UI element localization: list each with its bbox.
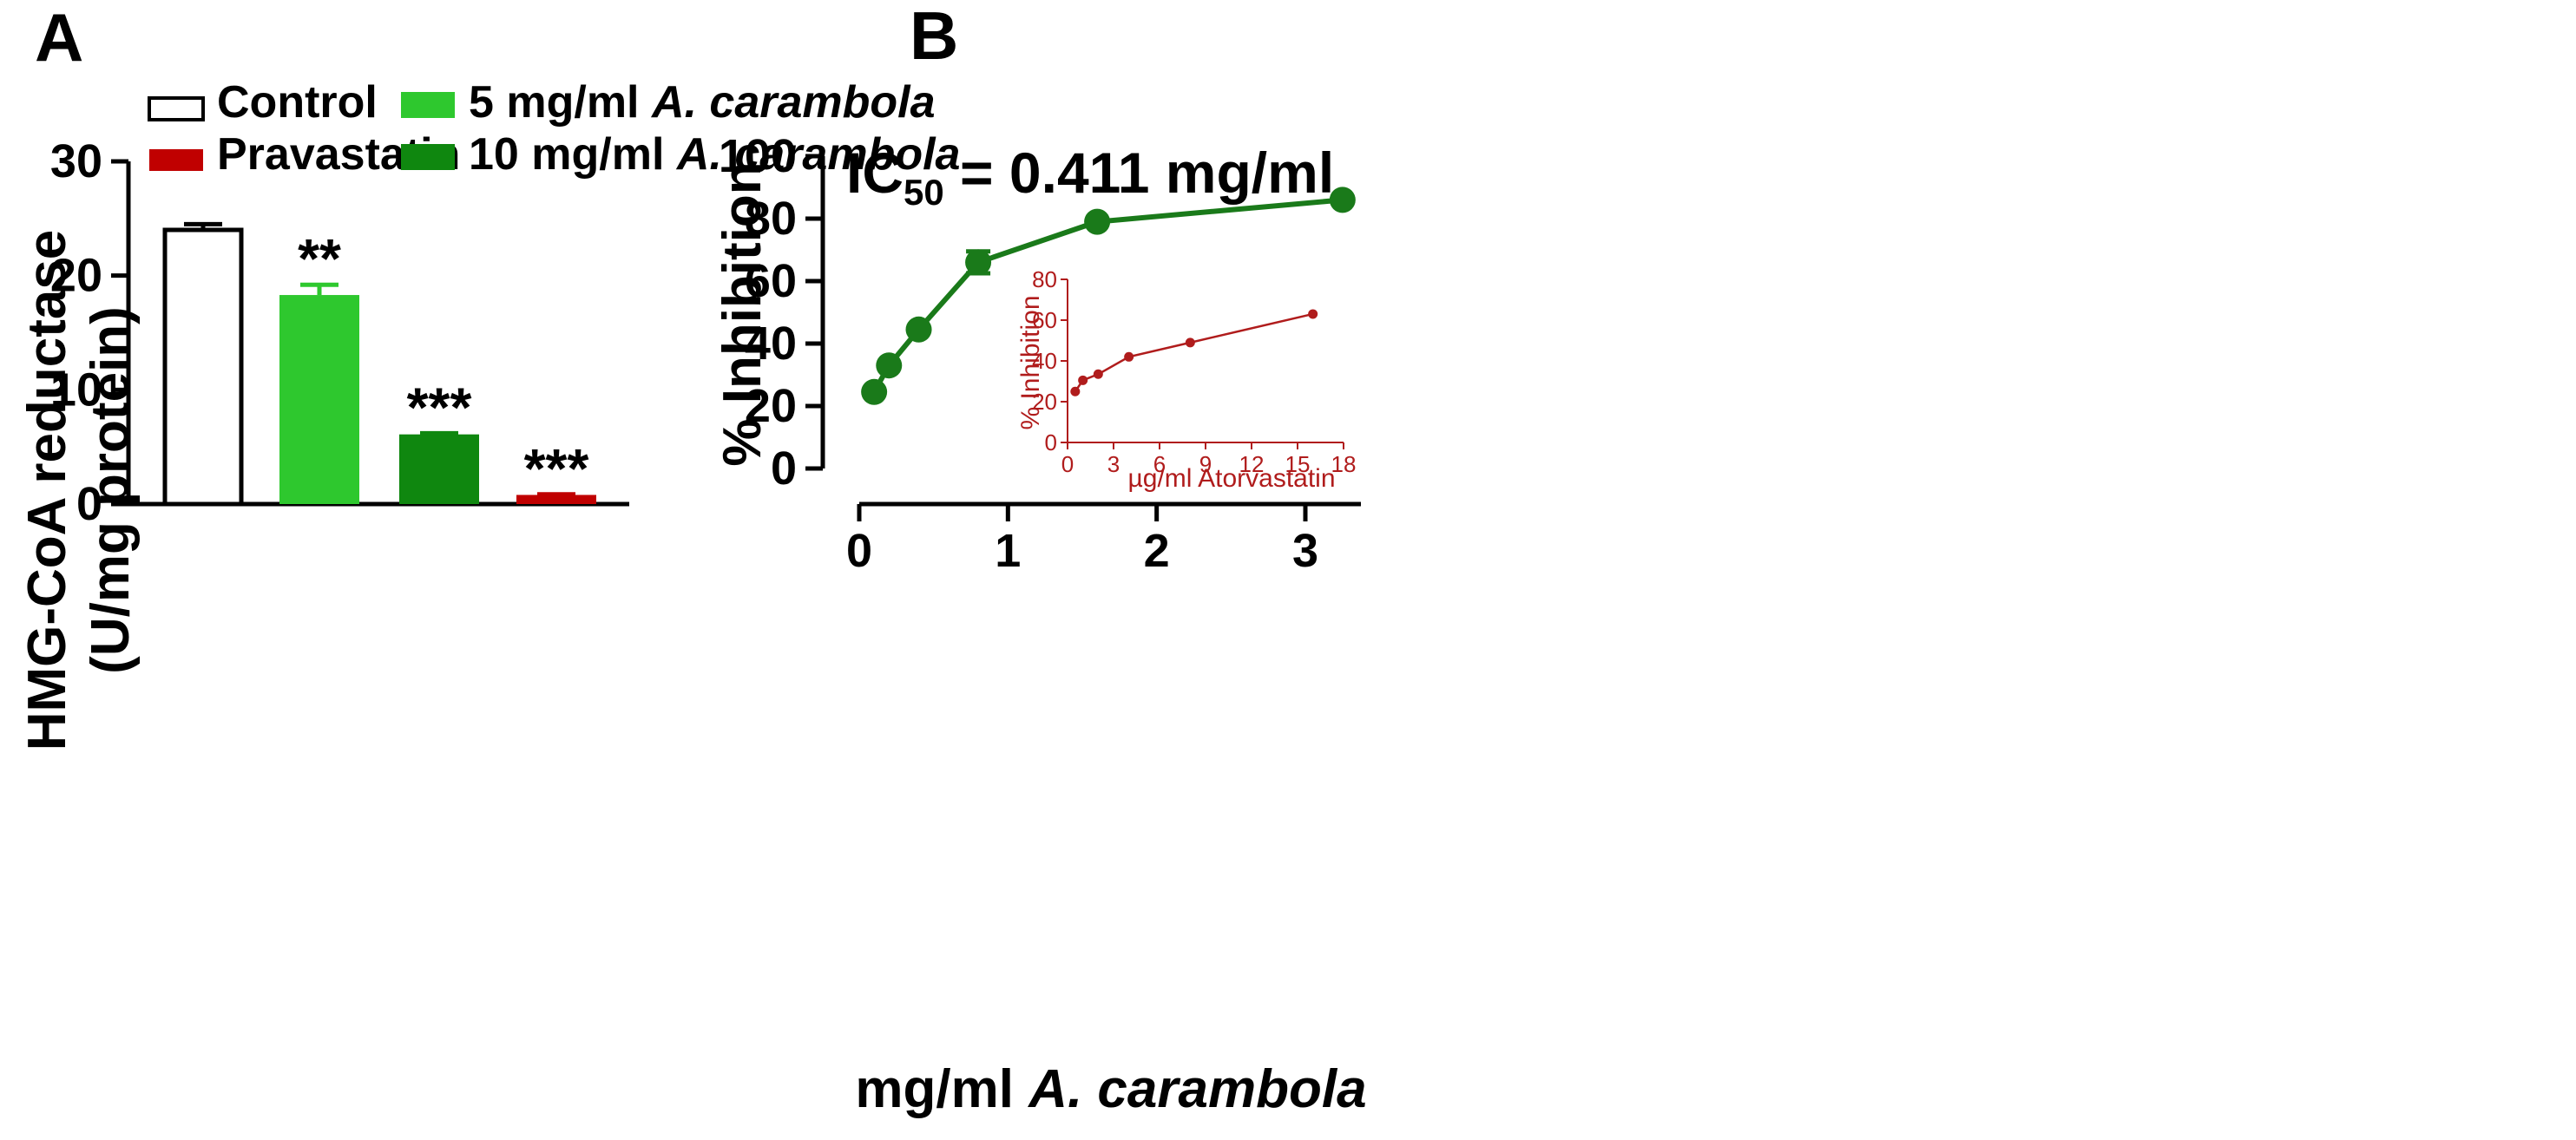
inset-x-tick-label: 15: [1285, 451, 1311, 477]
panel-label-a: A: [35, 0, 83, 75]
line-chart: IC50 = 0.411 mg/ml % Inhibition mg/ml A.…: [713, 130, 1367, 1119]
x-tick-label: 1: [995, 525, 1021, 577]
y-tick-label: 0: [771, 442, 797, 495]
inset-data-point: [1124, 351, 1134, 362]
inset-y-tick-label: 0: [1045, 429, 1057, 455]
inset-x-tick-label: 12: [1239, 451, 1265, 477]
inset-series-line-path: [1074, 312, 1313, 392]
inset-data-point: [1308, 309, 1318, 319]
x-tick-label: 3: [1292, 525, 1318, 577]
inset-y-tick-label: 40: [1032, 348, 1057, 374]
legend-label-10mg: 10 mg/ml A. carambola: [469, 129, 960, 180]
series-line-path: [871, 197, 1344, 394]
y-tick-label: 10: [50, 364, 102, 416]
inset-y-tick-label: 60: [1032, 307, 1057, 333]
inset-x-tick-label: 6: [1153, 451, 1166, 477]
x-tick-label: 0: [846, 525, 872, 577]
inset-data-point: [1093, 369, 1103, 379]
legend-label-5mg-prefix: 5 mg/ml: [469, 77, 652, 128]
inset-axes: 0 20 40 60 80 0 3 6 9 12 15 18: [1032, 266, 1356, 477]
y-tick-label: 0: [76, 478, 102, 530]
legend-swatch-5mg: [401, 92, 455, 118]
ic50-prefix: IC: [846, 141, 904, 205]
legend-label-5mg: 5 mg/ml A. carambola: [469, 77, 936, 128]
legend-swatch-pravastatin: [149, 149, 203, 171]
y-tick-label: 20: [745, 380, 797, 432]
x-axis-title-species: A. carambola: [1027, 1059, 1366, 1119]
y-axis-title-line1: HMG-CoA reductase: [17, 230, 77, 751]
legend-swatch-control: [148, 96, 205, 121]
bar: [516, 495, 596, 504]
inset-data-point: [1070, 386, 1081, 396]
ic50-value: = 0.411 mg/ml: [944, 141, 1334, 205]
inset-y-axis-title: % Inhibition: [1016, 295, 1045, 429]
legend: Control Pravastatin 5 mg/ml A. carambola…: [148, 77, 960, 180]
significance-label: ***: [524, 437, 589, 500]
ic50-subscript: 50: [904, 172, 944, 213]
data-point: [1329, 187, 1356, 213]
y-tick-label: 60: [745, 255, 797, 307]
x-tick-label: 2: [1144, 525, 1170, 577]
inset-x-tick-label: 0: [1061, 451, 1074, 477]
data-point: [876, 352, 903, 379]
series-line: [861, 187, 1356, 405]
inset-x-tick-label: 18: [1331, 451, 1357, 477]
y-tick-label: 80: [745, 193, 797, 245]
data-point: [965, 249, 992, 276]
bar: [279, 295, 359, 504]
bar: [399, 434, 479, 504]
legend-label-10mg-prefix: 10 mg/ml: [469, 129, 677, 180]
bars: ********: [162, 221, 596, 507]
significance-label: **: [298, 227, 341, 290]
legend-label-control: Control: [217, 77, 378, 128]
y-tick-label: 20: [50, 250, 102, 302]
bar: [162, 227, 244, 507]
inset-x-tick-label: 9: [1199, 451, 1212, 477]
x-axis-title-prefix: mg/ml: [855, 1059, 1028, 1119]
inset-data-point: [1185, 337, 1195, 348]
inset-y-tick-label: 20: [1032, 389, 1057, 415]
data-point: [861, 378, 888, 405]
y-tick-label: 100: [719, 130, 797, 182]
legend-swatch-10mg: [401, 144, 455, 170]
inset-series-line: [1070, 309, 1318, 396]
legend-label-5mg-species: A. carambola: [650, 77, 936, 128]
y-tick-label: 30: [50, 135, 102, 187]
data-point: [905, 316, 932, 343]
inset-chart: % Inhibition µg/ml Atorvastatin 02040608…: [1016, 266, 1356, 493]
inset-y-tick-label: 80: [1032, 266, 1057, 292]
significance-label: ***: [407, 376, 472, 438]
data-point: [1084, 208, 1111, 235]
panel-label-b: B: [910, 0, 958, 74]
y-axis-title: % Inhibition: [713, 161, 772, 466]
inset-x-axis-title: µg/ml Atorvastatin: [1127, 464, 1335, 493]
x-axis-title: mg/ml A. carambola: [855, 1059, 1366, 1119]
inset-data-point: [1078, 375, 1088, 385]
y-tick-label: 40: [745, 318, 797, 370]
ic50-label: IC50 = 0.411 mg/ml: [846, 141, 1334, 213]
inset-x-tick-label: 3: [1107, 451, 1120, 477]
bar-chart: Control Pravastatin 5 mg/ml A. carambola…: [17, 77, 960, 750]
